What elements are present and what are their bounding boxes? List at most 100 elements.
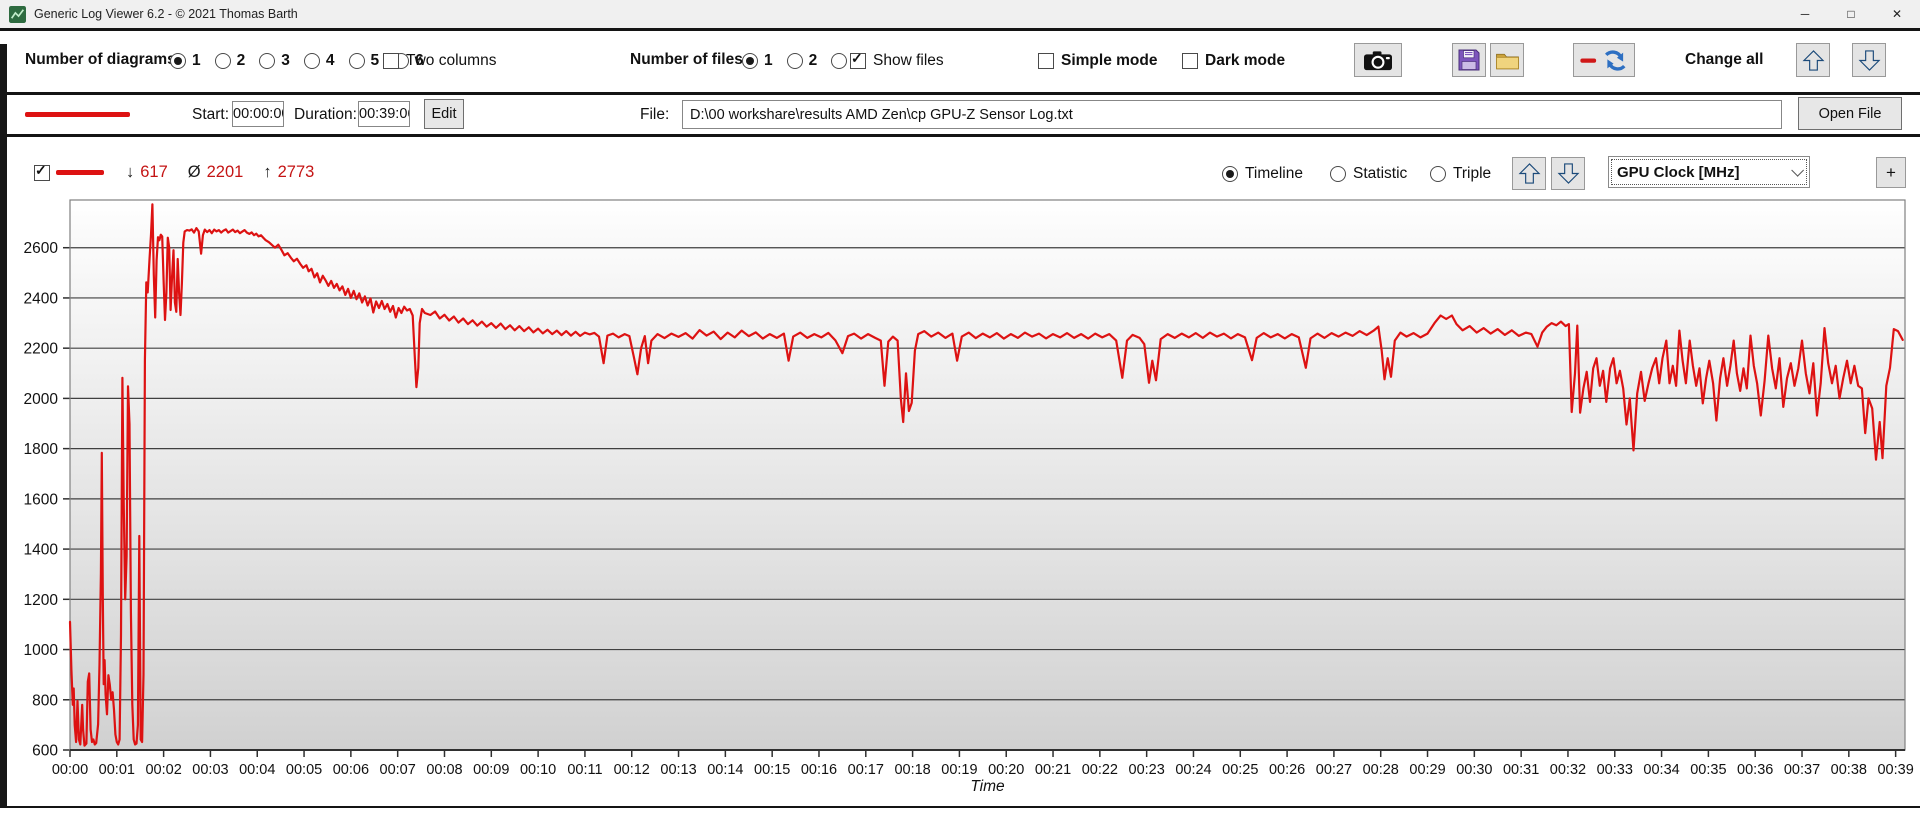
x-tick-label: 00:33 xyxy=(1597,762,1633,778)
maximize-button[interactable]: □ xyxy=(1828,0,1874,28)
x-tick-label: 00:03 xyxy=(192,762,228,778)
x-tick-label: 00:00 xyxy=(52,762,88,778)
signal-selector-dropdown[interactable]: GPU Clock [MHz] xyxy=(1608,156,1810,188)
radio-triple[interactable] xyxy=(1430,166,1446,182)
min-value: 617 xyxy=(140,163,168,181)
min-arrow-icon: ↓ xyxy=(126,163,135,181)
radio-files-2[interactable] xyxy=(786,53,803,69)
x-tick-label: 00:13 xyxy=(660,762,696,778)
start-label: Start: xyxy=(192,106,230,123)
x-tick-label: 00:24 xyxy=(1175,762,1211,778)
diagram-count-group: 1 2 3 4 5 6 xyxy=(170,52,424,70)
series-legend-line xyxy=(56,170,104,175)
two-columns-label: Two columns xyxy=(406,52,497,69)
file-count-group: 1 2 3 xyxy=(742,52,862,70)
x-tick-label: 00:26 xyxy=(1269,762,1305,778)
statistic-label: Statistic xyxy=(1353,165,1408,182)
radio-diagrams-3-label: 3 xyxy=(281,52,290,69)
change-all-up-button[interactable] xyxy=(1796,43,1830,77)
folder-icon xyxy=(1495,50,1520,71)
add-signal-label: + xyxy=(1886,162,1896,182)
signal-down-button[interactable] xyxy=(1551,157,1585,190)
open-file-button[interactable]: Open File xyxy=(1798,97,1902,130)
maximize-icon: □ xyxy=(1847,7,1855,21)
screenshot-button[interactable] xyxy=(1354,43,1402,77)
x-tick-label: 00:05 xyxy=(286,762,322,778)
y-tick-label: 1600 xyxy=(24,491,59,508)
file-path-input[interactable] xyxy=(682,100,1782,129)
radio-timeline[interactable] xyxy=(1222,166,1238,182)
open-folder-button[interactable] xyxy=(1490,43,1524,77)
start-time-input[interactable] xyxy=(232,101,284,127)
add-signal-button[interactable]: + xyxy=(1876,157,1906,188)
separator xyxy=(0,92,1920,95)
show-files-checkbox[interactable] xyxy=(850,50,866,69)
avg-value: 2201 xyxy=(206,163,244,181)
series-stats: ↓ 617 Ø 2201 ↑ 2773 xyxy=(126,163,314,182)
radio-diagrams-2[interactable] xyxy=(214,53,231,69)
radio-diagrams-5-label: 5 xyxy=(370,52,380,69)
two-columns-checkbox[interactable] xyxy=(383,53,399,69)
close-icon: ✕ xyxy=(1891,7,1903,21)
x-tick-label: 00:34 xyxy=(1643,762,1679,778)
signal-up-button[interactable] xyxy=(1512,157,1546,190)
triple-label: Triple xyxy=(1453,165,1492,182)
minimize-button[interactable]: ─ xyxy=(1782,0,1828,28)
edit-button[interactable]: Edit xyxy=(424,99,464,129)
x-tick-label: 00:15 xyxy=(754,762,790,778)
show-files-option: Show files xyxy=(850,50,944,70)
x-tick-label: 00:23 xyxy=(1129,762,1165,778)
save-button[interactable] xyxy=(1452,43,1486,77)
y-tick-label: 600 xyxy=(32,743,58,760)
view-timeline-option: Timeline xyxy=(1222,165,1303,183)
radio-files-1[interactable] xyxy=(742,53,758,69)
view-triple-option: Triple xyxy=(1430,165,1491,183)
x-tick-label: 00:35 xyxy=(1690,762,1726,778)
x-tick-label: 00:09 xyxy=(473,762,509,778)
reload-series-button[interactable] xyxy=(1573,43,1635,77)
radio-statistic[interactable] xyxy=(1330,166,1346,182)
x-tick-label: 00:01 xyxy=(99,762,135,778)
y-tick-label: 1400 xyxy=(24,542,59,559)
x-tick-label: 00:32 xyxy=(1550,762,1586,778)
change-all-down-button[interactable] xyxy=(1852,43,1886,77)
x-tick-label: 00:02 xyxy=(145,762,181,778)
series-visible-checkbox[interactable] xyxy=(34,162,50,181)
max-value: 2773 xyxy=(277,163,315,181)
x-tick-label: 00:17 xyxy=(848,762,884,778)
y-tick-label: 2400 xyxy=(24,290,59,307)
dark-mode-label: Dark mode xyxy=(1205,52,1286,69)
close-button[interactable]: ✕ xyxy=(1874,0,1920,28)
radio-diagrams-5[interactable] xyxy=(348,53,365,69)
simple-mode-label: Simple mode xyxy=(1061,52,1158,69)
x-tick-label: 00:11 xyxy=(567,762,602,778)
radio-files-3[interactable] xyxy=(831,53,848,69)
x-tick-label: 00:04 xyxy=(239,762,275,778)
x-tick-label: 00:10 xyxy=(520,762,556,778)
radio-diagrams-3[interactable] xyxy=(259,53,276,69)
minimize-icon: ─ xyxy=(1800,7,1810,21)
change-all-label: Change all xyxy=(1685,51,1764,68)
y-tick-label: 2600 xyxy=(24,240,59,257)
radio-diagrams-1-label: 1 xyxy=(192,52,201,69)
x-tick-label: 00:38 xyxy=(1831,762,1867,778)
x-tick-label: 00:18 xyxy=(894,762,930,778)
gpu-clock-series-line xyxy=(68,203,1904,747)
left-edge-stripe xyxy=(0,44,7,806)
radio-diagrams-4-label: 4 xyxy=(325,52,335,69)
arrow-down-icon xyxy=(1557,162,1580,185)
duration-input[interactable] xyxy=(358,101,410,127)
arrow-up-icon xyxy=(1802,49,1825,72)
radio-diagrams-1[interactable] xyxy=(170,53,186,69)
show-files-label: Show files xyxy=(873,52,944,69)
x-tick-label: 00:37 xyxy=(1784,762,1820,778)
x-tick-label: 00:39 xyxy=(1877,762,1913,778)
diagrams-label: Number of diagrams xyxy=(25,51,176,68)
radio-diagrams-2-label: 2 xyxy=(236,52,246,69)
radio-diagrams-4[interactable] xyxy=(303,53,320,69)
signal-selector-value: GPU Clock [MHz] xyxy=(1617,163,1740,181)
x-tick-label: 00:12 xyxy=(614,762,650,778)
simple-mode-checkbox[interactable] xyxy=(1038,53,1054,69)
dark-mode-checkbox[interactable] xyxy=(1182,53,1198,69)
